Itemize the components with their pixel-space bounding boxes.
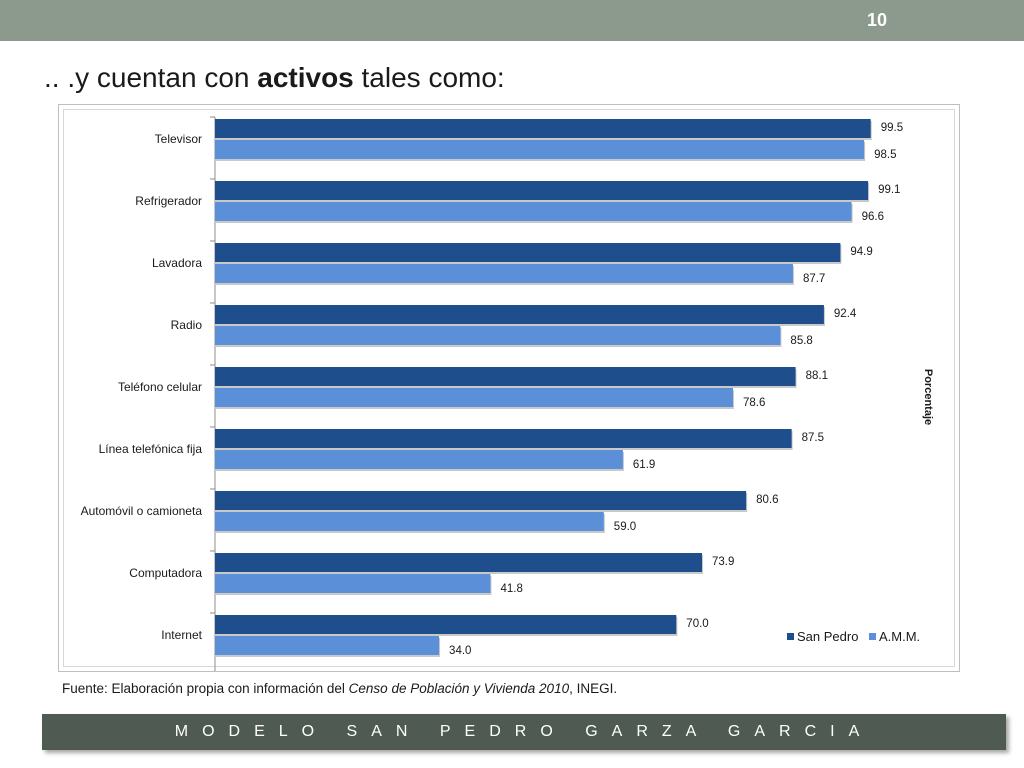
bar-san-pedro bbox=[215, 243, 841, 262]
chart-frame-inner bbox=[63, 109, 955, 667]
data-label: 88.1 bbox=[806, 370, 828, 382]
data-label: 34.0 bbox=[449, 645, 471, 657]
title-bold: activos bbox=[257, 62, 354, 93]
legend-swatch-san-pedro bbox=[787, 633, 794, 640]
bar-amm bbox=[215, 512, 604, 531]
source-pre: Fuente: Elaboración propia con informaci… bbox=[62, 681, 349, 696]
data-label: 92.4 bbox=[834, 308, 857, 320]
data-label: 70.0 bbox=[686, 618, 708, 630]
footer-bar: MODELO SAN PEDRO GARZA GARCIA bbox=[42, 714, 1006, 750]
bar-amm bbox=[215, 202, 852, 221]
slide-title: .. .y cuentan con activos tales como: bbox=[44, 62, 505, 94]
source-italic: Censo de Población y Vivienda 2010 bbox=[348, 681, 570, 696]
data-label: 78.6 bbox=[743, 397, 765, 409]
slide-number: 10 bbox=[866, 10, 887, 30]
data-label: 96.6 bbox=[862, 211, 884, 223]
legend-label-san-pedro: San Pedro bbox=[797, 629, 858, 644]
data-label: 59.0 bbox=[614, 521, 636, 533]
bar-san-pedro bbox=[215, 367, 796, 386]
data-label: 99.5 bbox=[881, 122, 903, 134]
top-bar: 10 bbox=[0, 0, 1024, 41]
bar-amm bbox=[215, 450, 623, 469]
data-label: 41.8 bbox=[500, 583, 522, 595]
data-label: 87.7 bbox=[803, 273, 825, 285]
title-pre: .. .y cuentan con bbox=[44, 62, 258, 93]
category-label: Televisor bbox=[155, 132, 202, 146]
axis-title: Porcentaje bbox=[922, 369, 934, 425]
footer-text: MODELO SAN PEDRO GARZA GARCIA bbox=[174, 723, 874, 740]
data-label: 98.5 bbox=[874, 149, 896, 161]
data-label: 94.9 bbox=[850, 246, 872, 258]
category-label: Refrigerador bbox=[135, 194, 202, 208]
category-label: Teléfono celular bbox=[118, 380, 202, 394]
bar-amm bbox=[215, 326, 781, 345]
category-label: Computadora bbox=[129, 566, 202, 580]
chart-frame: Televisor 99.5 98.5 Refrigerador 99.1 96.6 Lav… bbox=[58, 104, 960, 672]
data-label: 87.5 bbox=[802, 432, 824, 444]
bar-amm bbox=[215, 140, 865, 159]
bar-san-pedro bbox=[215, 181, 869, 200]
category-label: Lavadora bbox=[152, 256, 202, 270]
bar-san-pedro bbox=[215, 119, 871, 138]
bar-amm bbox=[215, 264, 793, 283]
bar-san-pedro bbox=[215, 553, 703, 572]
bar-amm bbox=[215, 636, 440, 655]
category-label: Internet bbox=[161, 628, 202, 642]
data-label: 73.9 bbox=[712, 556, 734, 568]
data-label: 85.8 bbox=[790, 335, 812, 347]
bar-chart: Televisor 99.5 98.5 Refrigerador 99.1 96.6 Lav… bbox=[81, 116, 934, 671]
data-label: 80.6 bbox=[756, 494, 778, 506]
bar-amm bbox=[215, 574, 491, 593]
data-label: 99.1 bbox=[878, 184, 900, 196]
bar-amm bbox=[215, 388, 733, 407]
source-post: , INEGI. bbox=[569, 681, 618, 696]
data-label: 61.9 bbox=[633, 459, 655, 471]
legend-swatch-amm bbox=[869, 633, 876, 640]
title-post: tales como: bbox=[353, 62, 505, 93]
category-label: Línea telefónica fija bbox=[99, 442, 203, 456]
bar-san-pedro bbox=[215, 305, 824, 324]
bar-san-pedro bbox=[215, 491, 747, 510]
category-label: Automóvil o camioneta bbox=[81, 504, 203, 518]
legend-label-amm: A.M.M. bbox=[879, 629, 920, 644]
source-note: Fuente: Elaboración propia con informaci… bbox=[62, 681, 617, 696]
category-label: Radio bbox=[171, 318, 203, 332]
bar-san-pedro bbox=[215, 429, 792, 448]
bar-san-pedro bbox=[215, 615, 677, 634]
